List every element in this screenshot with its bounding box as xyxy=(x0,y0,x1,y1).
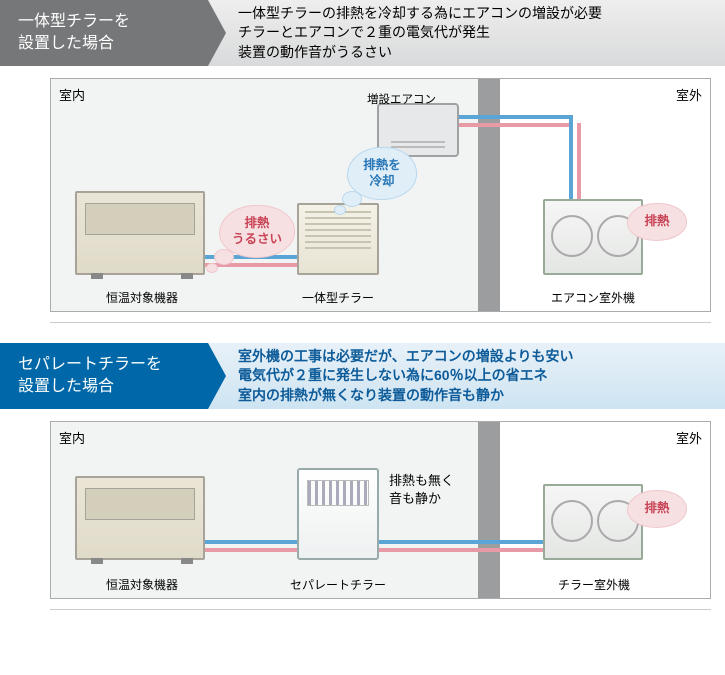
cloud-heat: 排熱 xyxy=(627,203,687,241)
outdoor-label: 室外 xyxy=(676,85,702,104)
fan-icon xyxy=(551,215,593,257)
aircon-label: 増設エアコン xyxy=(367,91,436,107)
target-device xyxy=(75,191,205,275)
pipe-segment xyxy=(203,540,559,544)
desc-line: 室外機の工事は必要だが、エアコンの増設よりも安い xyxy=(238,347,715,367)
section-integrated-chiller: 一体型チラーを 設置した場合 一体型チラーの排熱を冷却する為にエアコンの増設が必… xyxy=(0,0,725,323)
target-device-label: 恒温対象機器 xyxy=(87,289,197,306)
outdoor-unit-label: チラー室外機 xyxy=(547,576,641,593)
wall xyxy=(478,422,500,598)
pipe-segment xyxy=(577,123,581,205)
desc-line: 一体型チラーの排熱を冷却する為にエアコンの増設が必要 xyxy=(238,4,715,24)
cloud-cool-exhaust: 排熱を 冷却 xyxy=(347,147,417,200)
pipe-segment xyxy=(453,115,573,119)
header: セパレートチラーを 設置した場合 室外機の工事は必要だが、エアコンの増設よりも安… xyxy=(0,343,725,409)
desc-line: 室内の排熱が無くなり装置の動作音も静か xyxy=(238,386,715,406)
header-desc: 一体型チラーの排熱を冷却する為にエアコンの増設が必要 チラーとエアコンで２重の電… xyxy=(208,0,725,66)
separate-chiller xyxy=(297,468,379,560)
quiet-text: 排熱も無く 音も静か xyxy=(389,472,454,507)
section-separate-chiller: セパレートチラーを 設置した場合 室外機の工事は必要だが、エアコンの増設よりも安… xyxy=(0,343,725,610)
diagram-underline xyxy=(50,609,711,610)
diagram-underline xyxy=(50,322,711,323)
diagram-integrated: 室内 室外 増設エアコン 排熱を 冷却 排熱 うるさい 排熱 恒温対象機器 一体… xyxy=(50,78,711,312)
header-desc: 室外機の工事は必要だが、エアコンの増設よりも安い 電気代が２重に発生しない為に6… xyxy=(208,343,725,409)
pipe-segment xyxy=(569,115,573,205)
indoor-label: 室内 xyxy=(59,428,85,447)
outdoor-unit-label: エアコン室外機 xyxy=(543,289,643,306)
target-device-label: 恒温対象機器 xyxy=(87,576,197,593)
chiller-label: 一体型チラー xyxy=(291,289,385,306)
pipe-segment xyxy=(453,123,573,127)
fan-icon xyxy=(551,500,593,542)
diagram-separate: 室内 室外 排熱も無く 音も静か 排熱 恒温対象機器 セパレートチラー チラー室… xyxy=(50,421,711,599)
outdoor-unit xyxy=(543,199,643,275)
cloud-heat-noise: 排熱 うるさい xyxy=(219,205,295,258)
desc-line: 電気代が２重に発生しない為に60％以上の省エネ xyxy=(238,366,715,386)
header-title: 一体型チラーを 設置した場合 xyxy=(0,0,208,66)
pipe-segment xyxy=(203,548,559,552)
outdoor-unit xyxy=(543,484,643,560)
target-device xyxy=(75,476,205,560)
desc-line: 装置の動作音がうるさい xyxy=(238,43,715,63)
outdoor-label: 室外 xyxy=(676,428,702,447)
header: 一体型チラーを 設置した場合 一体型チラーの排熱を冷却する為にエアコンの増設が必… xyxy=(0,0,725,66)
desc-line: チラーとエアコンで２重の電気代が発生 xyxy=(238,23,715,43)
cloud-heat: 排熱 xyxy=(627,490,687,528)
chiller-label: セパレートチラー xyxy=(283,576,393,593)
header-title: セパレートチラーを 設置した場合 xyxy=(0,343,208,409)
indoor-label: 室内 xyxy=(59,85,85,104)
wall xyxy=(478,79,500,311)
